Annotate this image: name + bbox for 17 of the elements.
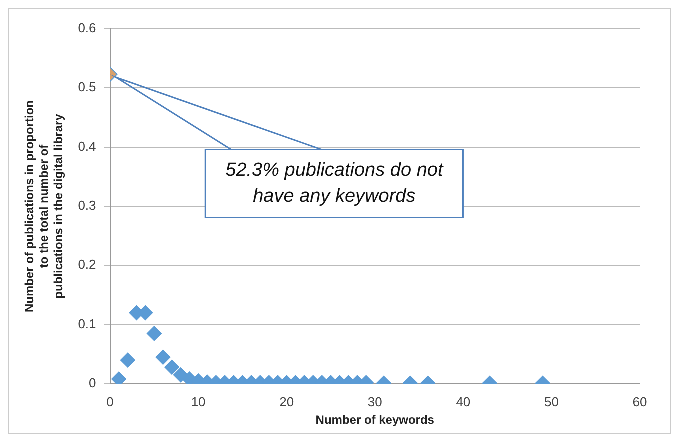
x-tick-label: 30	[368, 394, 382, 410]
y-tick-label: 0.5	[78, 80, 96, 95]
y-tick-label: 0.2	[78, 257, 96, 272]
y-axis-title: Number of publications in proportion to the total number of publications in the digital library	[22, 100, 66, 312]
x-tick-label: 10	[191, 394, 206, 410]
x-tick-label: 40	[456, 394, 471, 410]
y-tick-label: 0	[89, 376, 96, 391]
x-tick-label: 50	[544, 394, 559, 410]
y-tick-label: 0.1	[78, 316, 96, 332]
y-tick-label: 0.4	[78, 138, 96, 154]
y-tick-label: 0.3	[78, 198, 96, 214]
annotation: 52.3% publications do not have any keywords	[226, 160, 444, 207]
y-tick-label: 0.6	[78, 20, 96, 36]
x-tick-label: 60	[632, 394, 648, 410]
x-axis-title: Number of keywords	[316, 413, 435, 428]
x-tick-label: 0	[106, 394, 114, 410]
x-tick-label: 20	[280, 394, 294, 410]
